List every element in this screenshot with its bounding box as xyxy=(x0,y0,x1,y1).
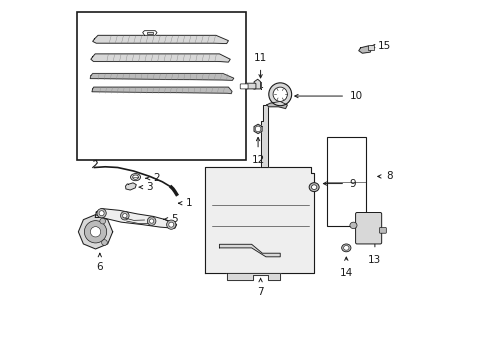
Text: 1: 1 xyxy=(186,198,192,208)
Text: 15: 15 xyxy=(377,41,390,51)
Text: 12: 12 xyxy=(251,155,264,165)
Ellipse shape xyxy=(308,183,319,192)
Text: 14: 14 xyxy=(339,267,352,278)
Polygon shape xyxy=(93,35,228,44)
Text: 8: 8 xyxy=(386,171,392,181)
Circle shape xyxy=(90,227,101,237)
Ellipse shape xyxy=(343,246,348,250)
Polygon shape xyxy=(205,167,313,273)
Text: 6: 6 xyxy=(96,262,103,272)
Circle shape xyxy=(147,217,156,225)
Text: 13: 13 xyxy=(367,255,381,265)
Circle shape xyxy=(97,208,106,218)
FancyBboxPatch shape xyxy=(379,228,386,233)
Polygon shape xyxy=(254,79,260,89)
Bar xyxy=(147,32,152,34)
Polygon shape xyxy=(78,215,112,249)
Circle shape xyxy=(121,211,129,220)
Polygon shape xyxy=(125,183,136,190)
Circle shape xyxy=(122,213,127,218)
Circle shape xyxy=(166,220,176,229)
Text: 3: 3 xyxy=(145,182,152,192)
Polygon shape xyxy=(266,102,287,109)
Ellipse shape xyxy=(349,222,356,229)
Text: 2: 2 xyxy=(153,173,160,183)
Circle shape xyxy=(268,83,291,106)
Circle shape xyxy=(272,87,287,102)
FancyBboxPatch shape xyxy=(355,212,381,244)
Polygon shape xyxy=(254,124,262,134)
Polygon shape xyxy=(142,31,157,35)
Text: 5: 5 xyxy=(171,214,177,224)
FancyBboxPatch shape xyxy=(245,83,255,89)
Polygon shape xyxy=(91,54,230,62)
Text: 11: 11 xyxy=(253,53,266,63)
Circle shape xyxy=(149,219,153,223)
Text: 4: 4 xyxy=(256,82,263,92)
Ellipse shape xyxy=(132,175,138,179)
Text: 10: 10 xyxy=(349,91,362,101)
Polygon shape xyxy=(90,73,233,80)
Text: 9: 9 xyxy=(349,179,355,189)
Circle shape xyxy=(99,211,104,216)
Circle shape xyxy=(84,221,106,243)
Circle shape xyxy=(102,240,107,246)
Ellipse shape xyxy=(130,174,140,181)
Bar xyxy=(77,12,246,160)
Bar xyxy=(326,137,365,226)
FancyBboxPatch shape xyxy=(240,84,247,89)
Polygon shape xyxy=(260,105,267,167)
Polygon shape xyxy=(219,244,280,257)
Circle shape xyxy=(255,126,260,132)
Polygon shape xyxy=(95,208,176,228)
Circle shape xyxy=(100,218,105,224)
Bar xyxy=(367,45,373,50)
Polygon shape xyxy=(226,273,280,280)
Polygon shape xyxy=(358,46,370,53)
Ellipse shape xyxy=(311,185,316,189)
Polygon shape xyxy=(92,87,231,94)
Circle shape xyxy=(168,222,173,227)
Ellipse shape xyxy=(341,244,350,252)
Text: 7: 7 xyxy=(257,287,264,297)
